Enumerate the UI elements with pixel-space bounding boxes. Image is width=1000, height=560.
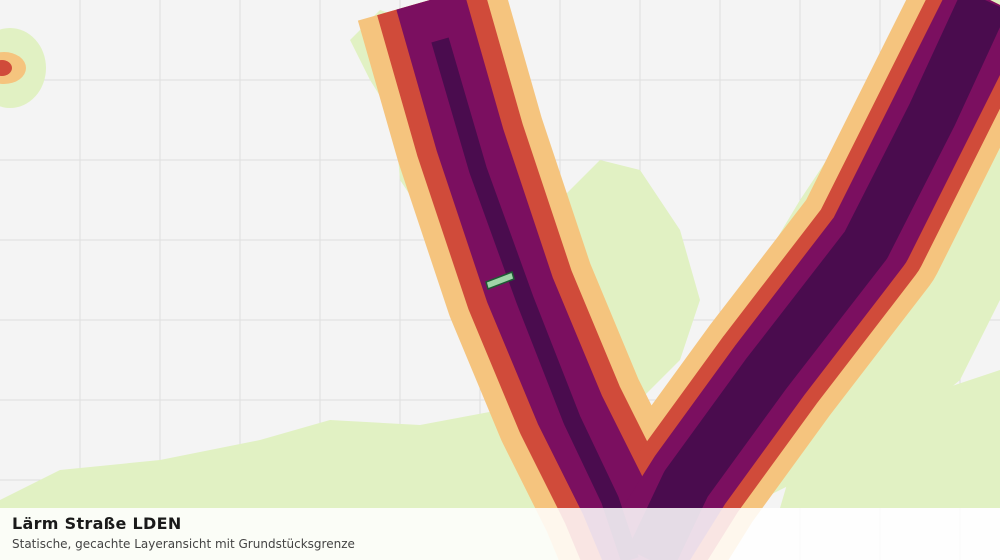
noise-spot (0, 60, 12, 76)
caption-title: Lärm Straße LDEN (12, 514, 182, 533)
caption-subtitle: Statische, gecachte Layeransicht mit Gru… (12, 537, 355, 551)
caption: Lärm Straße LDEN Statische, gecachte Lay… (0, 508, 1000, 560)
noise-spot (0, 52, 26, 84)
parcel-boundary[interactable] (485, 271, 515, 290)
noise-band-70 (627, 0, 1000, 560)
